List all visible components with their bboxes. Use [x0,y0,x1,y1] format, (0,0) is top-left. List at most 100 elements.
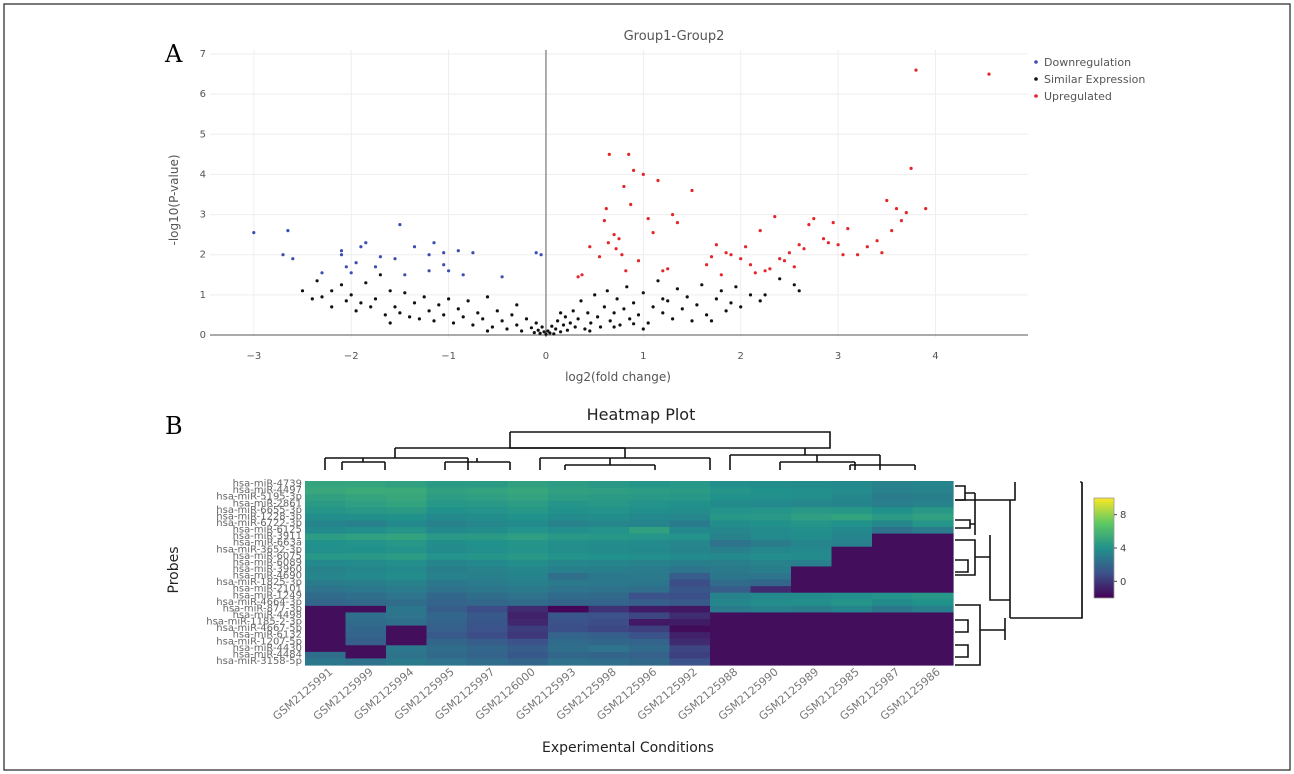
heatmap-cell [791,612,833,620]
heatmap-cell [710,494,752,502]
heatmap-cell [507,573,549,581]
heatmap-cell [305,500,347,508]
volcano-point [437,303,441,307]
heatmap-cell [467,513,509,522]
heatmap-cell [467,573,509,581]
heatmap-cell [831,487,873,495]
volcano-point [612,233,616,237]
heatmap-cell [548,605,590,614]
volcano-point [914,68,918,72]
heatmap-cell [629,533,671,541]
heatmap-cell [507,487,549,495]
heatmap-row-label: hsa-miR-4430 [233,643,302,654]
volcano-point [485,329,490,333]
heatmap-cell [507,513,549,522]
heatmap-cell [750,658,792,666]
heatmap-row-label: hsa-miR-6722-3p [216,518,302,529]
heatmap-cell [305,487,347,495]
heatmap-cell [467,619,509,627]
heatmap-cell [710,651,752,660]
volcano-point [593,293,597,297]
heatmap-cell [912,612,954,620]
heatmap-cell [588,540,630,548]
volcano-point [354,261,358,265]
heatmap-cell [345,546,387,554]
heatmap-cell [872,625,914,633]
heatmap-cell [305,586,347,594]
heatmap-cell [872,632,914,640]
volcano-point [846,227,850,231]
heatmap-cell [426,605,468,614]
heatmap-cell [467,612,509,620]
heatmap-cell [750,494,792,502]
heatmap-cell [669,520,711,528]
heatmap-cell [588,651,630,660]
volcano-point [641,291,645,295]
heatmap-cell [912,494,954,502]
heatmap-cell [750,599,792,607]
heatmap-cell [912,527,954,535]
volcano-point [894,207,899,211]
heatmap-cell [588,500,630,508]
heatmap-cell [710,645,752,653]
heatmap-cell [912,533,954,541]
heatmap-cell [386,546,428,554]
heatmap-cell [386,632,428,640]
volcano-point [656,279,660,283]
heatmap-cell [426,599,468,607]
heatmap-cell [588,619,630,627]
volcano-point [515,323,519,327]
heatmap-cell [831,619,873,627]
volcano-point [695,303,699,307]
volcano-point [924,207,928,211]
heatmap-cell [386,658,428,666]
heatmap-cell [831,638,873,646]
volcano-point [559,330,563,334]
heatmap-cell [548,592,590,600]
heatmap-cell [629,553,671,561]
volcano-point [364,241,368,245]
heatmap-cell [710,658,752,666]
heatmap-cell [507,520,549,528]
heatmap-cell [750,605,792,614]
volcano-point [596,315,600,319]
volcano-point [656,178,660,183]
heatmap-cell [750,645,792,653]
volcano-point [398,311,402,315]
volcano-point [651,305,655,309]
volcano-legend: Downregulation Similar Expression Upregula… [1034,56,1145,103]
heatmap-cell [305,579,347,587]
volcano-point [675,287,680,291]
volcano-point [821,237,826,241]
volcano-x-tick: −1 [441,351,456,362]
heatmap-cell [831,520,873,528]
heatmap-cell [791,533,833,541]
heatmap-cell [750,527,792,535]
heatmap-cell [710,579,752,587]
volcano-x-tick: −3 [246,351,261,362]
heatmap-cell [305,533,347,541]
volcano-point [408,315,412,319]
heatmap-row-label: hsa-miR-1185-2-3p [206,617,302,628]
heatmap-cell [426,658,468,666]
volcano-point [373,265,378,269]
heatmap-cell [912,586,954,594]
heatmap-cell [750,632,792,640]
volcano-point [471,251,475,255]
volcano-point [797,289,801,293]
volcano-point [604,207,608,211]
volcano-point [690,319,694,323]
heatmap-cell [305,540,347,548]
volcano-point [792,265,796,269]
colorbar-bracket [1080,481,1083,618]
heatmap-cell [426,546,468,554]
heatmap-cell [345,540,387,548]
heatmap-cell [629,494,671,502]
heatmap-cell [791,494,833,502]
volcano-point [432,319,436,323]
volcano-point [606,241,610,245]
volcano-point [320,295,324,299]
heatmap-cell [872,520,914,528]
heatmap-cell [386,586,428,594]
heatmap-cell [588,546,630,554]
